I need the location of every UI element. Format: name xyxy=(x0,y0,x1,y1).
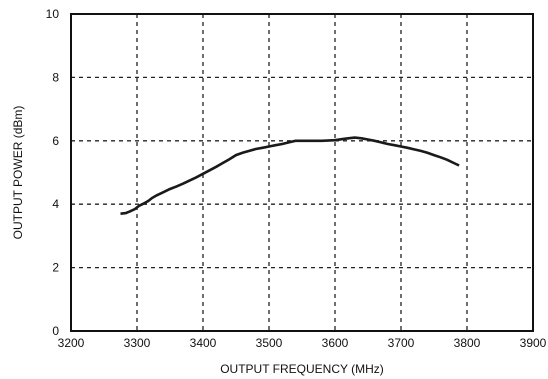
x-tick-label: 3600 xyxy=(322,336,349,350)
x-tick-label: 3300 xyxy=(124,336,151,350)
x-tick-label: 3900 xyxy=(520,336,547,350)
y-tick-label: 10 xyxy=(46,7,60,21)
y-tick-label: 2 xyxy=(52,261,59,275)
grid-lines xyxy=(71,14,533,331)
x-tick-label: 3200 xyxy=(58,336,85,350)
series-layer xyxy=(120,136,460,215)
y-axis-label: OUTPUT POWER (dBm) xyxy=(11,106,25,240)
y-tick-label: 0 xyxy=(52,324,59,338)
series-line xyxy=(120,136,460,215)
axis-ticks: 3200 3300 3400 3500 3600 3700 3800 3900 0 2 4 6 8 10 xyxy=(46,7,547,350)
y-tick-label: 4 xyxy=(52,197,59,211)
x-tick-label: 3500 xyxy=(256,336,283,350)
plot-frame xyxy=(70,13,534,332)
x-axis-label: OUTPUT FREQUENCY (MHz) xyxy=(220,362,384,376)
y-tick-label: 6 xyxy=(52,134,59,148)
y-tick-label: 8 xyxy=(52,70,59,84)
x-tick-label: 3800 xyxy=(454,336,481,350)
x-tick-label: 3400 xyxy=(190,336,217,350)
x-tick-label: 3700 xyxy=(388,336,415,350)
